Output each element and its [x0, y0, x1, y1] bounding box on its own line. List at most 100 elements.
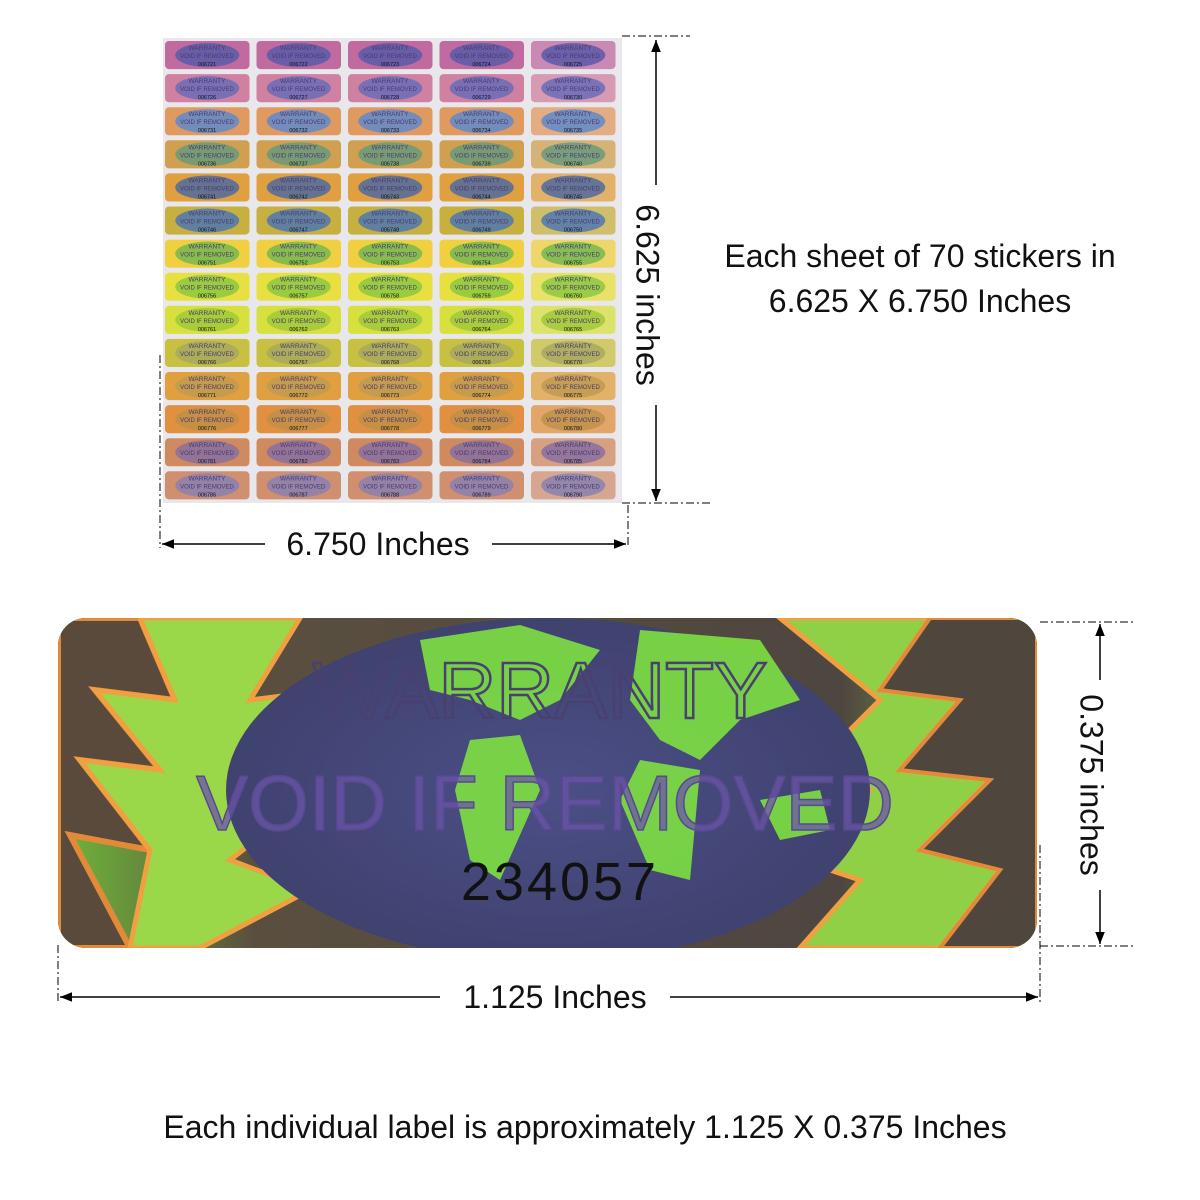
continents	[420, 625, 830, 880]
sticker-subtitle: VOID IF REMOVED	[272, 451, 326, 457]
sticker: WARRANTY VOID IF REMOVED 006750	[531, 206, 616, 235]
sticker-globe	[266, 175, 331, 200]
sticker: WARRANTY VOID IF REMOVED 006770	[531, 338, 616, 367]
sticker-globe	[449, 109, 514, 134]
sticker-title: WARRANTY	[189, 409, 227, 416]
sticker-globe	[175, 175, 240, 200]
zigzag	[876, 618, 1037, 948]
sticker-subtitle: VOID IF REMOVED	[455, 120, 509, 126]
sticker-serial: 006761	[198, 327, 216, 333]
sheet-caption: Each sheet of 70 stickers in	[724, 238, 1115, 274]
sticker-globe	[358, 175, 423, 200]
sticker: WARRANTY VOID IF REMOVED 006734	[439, 107, 524, 136]
sticker: WARRANTY VOID IF REMOVED 006789	[439, 471, 524, 500]
sticker-globe	[541, 407, 606, 432]
sticker-serial: 006785	[564, 459, 582, 465]
sticker-serial: 006766	[198, 360, 216, 366]
sticker: WARRANTY VOID IF REMOVED 006743	[348, 173, 433, 202]
sticker-globe	[175, 241, 240, 266]
sticker-subtitle: VOID IF REMOVED	[363, 186, 417, 192]
sticker-serial: 006746	[198, 228, 216, 234]
sheet-caption: 6.625 X 6.750 Inches	[769, 283, 1071, 319]
sticker-title: WARRANTY	[372, 475, 410, 482]
sticker-subtitle: VOID IF REMOVED	[272, 385, 326, 391]
sticker-serial: 006752	[289, 261, 307, 267]
sticker: WARRANTY VOID IF REMOVED 006771	[165, 372, 250, 401]
label-title: WARRANTY	[313, 646, 768, 735]
sticker-subtitle: VOID IF REMOVED	[363, 352, 417, 358]
sticker-subtitle: VOID IF REMOVED	[180, 153, 234, 159]
sticker-subtitle: VOID IF REMOVED	[546, 220, 600, 226]
sticker-globe	[358, 407, 423, 432]
sticker-serial: 006742	[289, 194, 307, 200]
sticker-serial: 006774	[472, 393, 490, 399]
sticker-title: WARRANTY	[372, 111, 410, 118]
sticker: WARRANTY VOID IF REMOVED 006766	[165, 338, 250, 367]
sticker-title: WARRANTY	[463, 475, 501, 482]
sticker-subtitle: VOID IF REMOVED	[363, 220, 417, 226]
sticker-subtitle: VOID IF REMOVED	[180, 54, 234, 60]
sticker: WARRANTY VOID IF REMOVED 006773	[348, 372, 433, 401]
sticker-subtitle: VOID IF REMOVED	[180, 319, 234, 325]
sticker-globe	[358, 76, 423, 101]
sticker-title: WARRANTY	[189, 343, 227, 350]
sticker-title: WARRANTY	[372, 310, 410, 317]
sticker: WARRANTY VOID IF REMOVED 006758	[348, 272, 433, 301]
sticker: WARRANTY VOID IF REMOVED 006787	[256, 471, 341, 500]
sticker-globe	[358, 307, 423, 332]
sticker-serial: 006788	[381, 492, 399, 498]
sticker-subtitle: VOID IF REMOVED	[455, 418, 509, 424]
sticker-globe	[358, 109, 423, 134]
sticker-title: WARRANTY	[555, 343, 593, 350]
label-serial: 234057	[461, 852, 659, 912]
sticker-title: WARRANTY	[280, 177, 318, 184]
sticker-serial: 006748	[381, 228, 399, 234]
sticker-subtitle: VOID IF REMOVED	[455, 54, 509, 60]
sticker-globe	[175, 109, 240, 134]
sticker-globe	[541, 440, 606, 465]
sticker-subtitle: VOID IF REMOVED	[363, 484, 417, 490]
sticker-title: WARRANTY	[555, 277, 593, 284]
sticker-subtitle: VOID IF REMOVED	[180, 286, 234, 292]
sticker: WARRANTY VOID IF REMOVED 006735	[531, 107, 616, 136]
sticker-subtitle: VOID IF REMOVED	[455, 153, 509, 159]
sticker: WARRANTY VOID IF REMOVED 006751	[165, 239, 250, 268]
sticker-subtitle: VOID IF REMOVED	[363, 87, 417, 93]
sticker-globe	[358, 340, 423, 365]
sticker-globe	[358, 274, 423, 299]
sticker-title: WARRANTY	[463, 211, 501, 218]
sticker-globe	[266, 340, 331, 365]
sticker: WARRANTY VOID IF REMOVED 006753	[348, 239, 433, 268]
sticker-subtitle: VOID IF REMOVED	[455, 385, 509, 391]
sticker: WARRANTY VOID IF REMOVED 006776	[165, 405, 250, 434]
sticker-serial: 006767	[289, 360, 307, 366]
sticker-serial: 006754	[472, 261, 490, 267]
sticker-globe	[266, 473, 331, 498]
sticker-title: WARRANTY	[463, 277, 501, 284]
sticker-globe	[266, 208, 331, 233]
sticker-title: WARRANTY	[189, 277, 227, 284]
sticker-serial: 006732	[289, 128, 307, 134]
sticker-subtitle: VOID IF REMOVED	[546, 54, 600, 60]
sticker-title: WARRANTY	[372, 144, 410, 151]
sticker-title: WARRANTY	[372, 45, 410, 52]
sticker-title: WARRANTY	[372, 244, 410, 251]
sticker: WARRANTY VOID IF REMOVED 006744	[439, 173, 524, 202]
sticker-serial: 006738	[381, 161, 399, 167]
sticker-title: WARRANTY	[372, 442, 410, 449]
sticker: WARRANTY VOID IF REMOVED 006745	[531, 173, 616, 202]
sticker-serial: 006757	[289, 294, 307, 300]
sticker-title: WARRANTY	[463, 111, 501, 118]
sticker-globe	[449, 175, 514, 200]
sticker-title: WARRANTY	[372, 211, 410, 218]
sticker-subtitle: VOID IF REMOVED	[180, 186, 234, 192]
sticker-globe	[541, 76, 606, 101]
sticker-title: WARRANTY	[189, 45, 227, 52]
sticker-serial: 006751	[198, 261, 216, 267]
sticker: WARRANTY VOID IF REMOVED 006779	[439, 405, 524, 434]
sticker-subtitle: VOID IF REMOVED	[272, 352, 326, 358]
sticker-title: WARRANTY	[189, 111, 227, 118]
sticker-title: WARRANTY	[463, 78, 501, 85]
sticker-globe	[266, 76, 331, 101]
sticker-title: WARRANTY	[555, 244, 593, 251]
